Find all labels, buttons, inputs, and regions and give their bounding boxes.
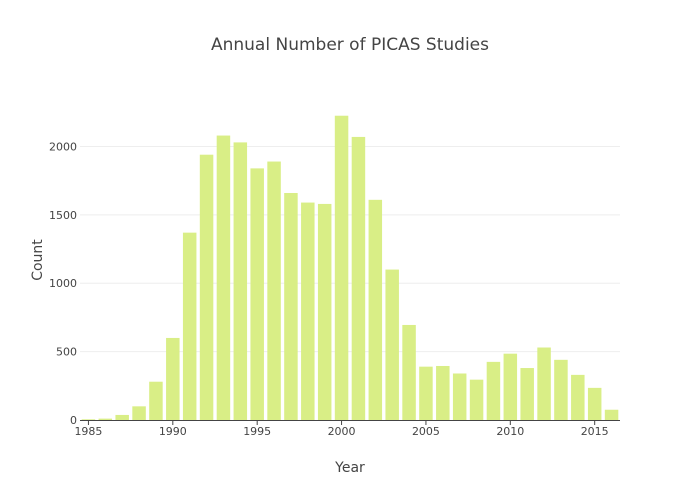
x-tick-label: 2005: [412, 425, 440, 438]
bars: [81, 115, 619, 421]
bar-1987: [115, 414, 129, 420]
chart-title: Annual Number of PICAS Studies: [211, 35, 489, 55]
bar-2007: [452, 373, 467, 420]
bar-1999: [317, 203, 332, 420]
x-tick-label: 2015: [581, 425, 609, 438]
bar-2002: [368, 199, 383, 420]
y-axis-label: Count: [30, 239, 46, 281]
bar-2005: [419, 366, 433, 420]
bar-2011: [520, 368, 534, 420]
x-tick-label: 1990: [159, 425, 187, 438]
bar-1985: [81, 419, 96, 420]
x-tick-label: 1985: [74, 425, 102, 438]
y-tick-label: 0: [70, 414, 77, 427]
bar-1997: [284, 192, 298, 420]
bar-1989: [149, 381, 163, 420]
bar-1993: [216, 135, 231, 421]
bar-1992: [199, 154, 214, 420]
bar-1994: [233, 142, 248, 420]
bar-1986: [98, 418, 113, 420]
x-tick-label: 2000: [328, 425, 356, 438]
bar-2016: [604, 409, 619, 420]
x-axis-label: Year: [334, 460, 365, 476]
bar-2006: [436, 365, 450, 420]
y-tick-label: 1000: [49, 277, 77, 290]
bar-2001: [351, 136, 366, 420]
bar-1995: [250, 168, 264, 420]
bar-2012: [537, 347, 551, 420]
bar-1988: [132, 406, 146, 420]
bar-2003: [385, 269, 399, 420]
bar-1996: [267, 161, 281, 421]
x-tick-label: 1995: [243, 425, 271, 438]
bar-2009: [486, 361, 501, 420]
y-tick-label: 500: [56, 346, 77, 359]
bar-2013: [554, 359, 568, 420]
y-tick-label: 1500: [49, 209, 77, 222]
bar-2014: [571, 374, 585, 420]
bar-1991: [182, 232, 197, 420]
bar-2004: [402, 324, 416, 420]
y-tick-label: 2000: [49, 140, 77, 153]
x-tick-label: 2010: [496, 425, 524, 438]
axes: 0 500 1000 1500 2000 1985 1990 1995 2000 2005 2010…: [49, 140, 620, 438]
bar-1990: [166, 337, 180, 420]
bar-2015: [587, 387, 602, 420]
bar-2008: [469, 379, 484, 420]
gridlines: [80, 145, 620, 353]
bar-2000: [334, 115, 349, 420]
bar-1998: [301, 202, 315, 420]
bar-2010: [503, 353, 518, 420]
